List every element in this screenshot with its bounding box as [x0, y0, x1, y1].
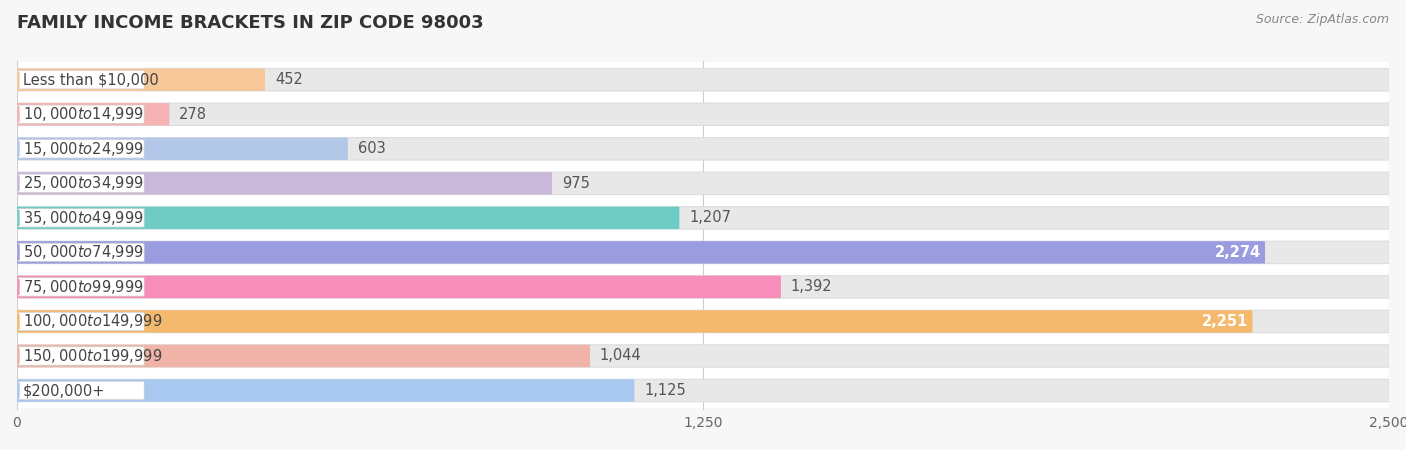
FancyBboxPatch shape — [17, 172, 553, 194]
FancyBboxPatch shape — [17, 172, 1389, 194]
FancyBboxPatch shape — [17, 103, 1389, 126]
FancyBboxPatch shape — [17, 345, 1389, 367]
Bar — [17, 339, 1389, 373]
Text: 2,274: 2,274 — [1215, 245, 1261, 260]
Text: $10,000 to $14,999: $10,000 to $14,999 — [22, 105, 143, 123]
FancyBboxPatch shape — [17, 207, 1389, 229]
Text: $200,000+: $200,000+ — [22, 383, 105, 398]
FancyBboxPatch shape — [18, 174, 145, 193]
FancyBboxPatch shape — [17, 276, 780, 298]
FancyBboxPatch shape — [18, 347, 145, 365]
Text: 603: 603 — [357, 141, 385, 156]
FancyBboxPatch shape — [17, 379, 1389, 402]
FancyBboxPatch shape — [17, 103, 170, 126]
FancyBboxPatch shape — [17, 68, 264, 91]
Text: $100,000 to $149,999: $100,000 to $149,999 — [22, 312, 162, 330]
Bar — [17, 304, 1389, 339]
FancyBboxPatch shape — [17, 68, 1389, 91]
Text: $35,000 to $49,999: $35,000 to $49,999 — [22, 209, 143, 227]
Bar — [17, 270, 1389, 304]
FancyBboxPatch shape — [18, 209, 145, 227]
Text: Source: ZipAtlas.com: Source: ZipAtlas.com — [1256, 14, 1389, 27]
FancyBboxPatch shape — [17, 310, 1389, 333]
FancyBboxPatch shape — [18, 278, 145, 296]
Bar — [17, 63, 1389, 97]
Text: 975: 975 — [562, 176, 589, 191]
FancyBboxPatch shape — [17, 241, 1389, 264]
Text: $150,000 to $199,999: $150,000 to $199,999 — [22, 347, 162, 365]
FancyBboxPatch shape — [17, 138, 1389, 160]
Text: 1,392: 1,392 — [790, 279, 832, 294]
Text: Less than $10,000: Less than $10,000 — [22, 72, 159, 87]
FancyBboxPatch shape — [17, 138, 347, 160]
FancyBboxPatch shape — [18, 71, 145, 89]
FancyBboxPatch shape — [17, 345, 591, 367]
FancyBboxPatch shape — [17, 276, 1389, 298]
FancyBboxPatch shape — [17, 207, 679, 229]
Text: 2,251: 2,251 — [1202, 314, 1249, 329]
FancyBboxPatch shape — [18, 381, 145, 400]
Bar — [17, 131, 1389, 166]
Text: 1,125: 1,125 — [644, 383, 686, 398]
Text: $75,000 to $99,999: $75,000 to $99,999 — [22, 278, 143, 296]
Text: FAMILY INCOME BRACKETS IN ZIP CODE 98003: FAMILY INCOME BRACKETS IN ZIP CODE 98003 — [17, 14, 484, 32]
Text: $50,000 to $74,999: $50,000 to $74,999 — [22, 243, 143, 261]
Bar — [17, 235, 1389, 270]
Text: 1,207: 1,207 — [689, 210, 731, 225]
Text: 1,044: 1,044 — [600, 348, 641, 364]
Text: 452: 452 — [274, 72, 302, 87]
FancyBboxPatch shape — [17, 379, 634, 402]
FancyBboxPatch shape — [18, 312, 145, 331]
Bar — [17, 97, 1389, 131]
Bar — [17, 201, 1389, 235]
Bar — [17, 166, 1389, 201]
Bar — [17, 373, 1389, 408]
Text: $15,000 to $24,999: $15,000 to $24,999 — [22, 140, 143, 158]
FancyBboxPatch shape — [18, 243, 145, 261]
FancyBboxPatch shape — [18, 105, 145, 123]
FancyBboxPatch shape — [18, 140, 145, 158]
FancyBboxPatch shape — [17, 310, 1253, 333]
Text: $25,000 to $34,999: $25,000 to $34,999 — [22, 174, 143, 192]
FancyBboxPatch shape — [17, 241, 1265, 264]
Text: 278: 278 — [180, 107, 207, 122]
